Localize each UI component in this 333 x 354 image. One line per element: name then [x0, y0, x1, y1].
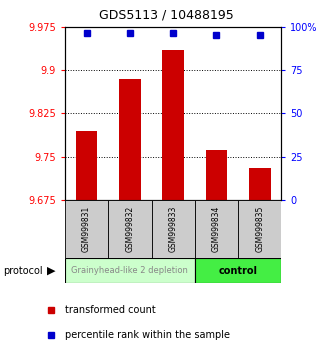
Text: GSM999833: GSM999833 — [168, 206, 178, 252]
Bar — [108, 200, 152, 258]
Bar — [76, 131, 97, 200]
Bar — [195, 200, 238, 258]
Bar — [65, 200, 108, 258]
Text: protocol: protocol — [3, 266, 43, 276]
Bar — [119, 79, 141, 200]
Bar — [162, 50, 184, 200]
Text: GSM999831: GSM999831 — [82, 206, 91, 252]
Text: percentile rank within the sample: percentile rank within the sample — [65, 330, 230, 339]
Bar — [65, 258, 195, 283]
Bar — [249, 168, 270, 200]
Bar — [195, 258, 281, 283]
Text: GSM999834: GSM999834 — [212, 206, 221, 252]
Text: ▶: ▶ — [47, 266, 56, 276]
Text: GSM999832: GSM999832 — [125, 206, 135, 252]
Text: control: control — [218, 266, 258, 276]
Bar — [205, 150, 227, 200]
Text: Grainyhead-like 2 depletion: Grainyhead-like 2 depletion — [72, 266, 188, 275]
Text: GSM999835: GSM999835 — [255, 206, 264, 252]
Bar — [238, 200, 281, 258]
Text: GDS5113 / 10488195: GDS5113 / 10488195 — [99, 9, 234, 22]
Bar — [152, 200, 195, 258]
Text: transformed count: transformed count — [65, 305, 156, 315]
